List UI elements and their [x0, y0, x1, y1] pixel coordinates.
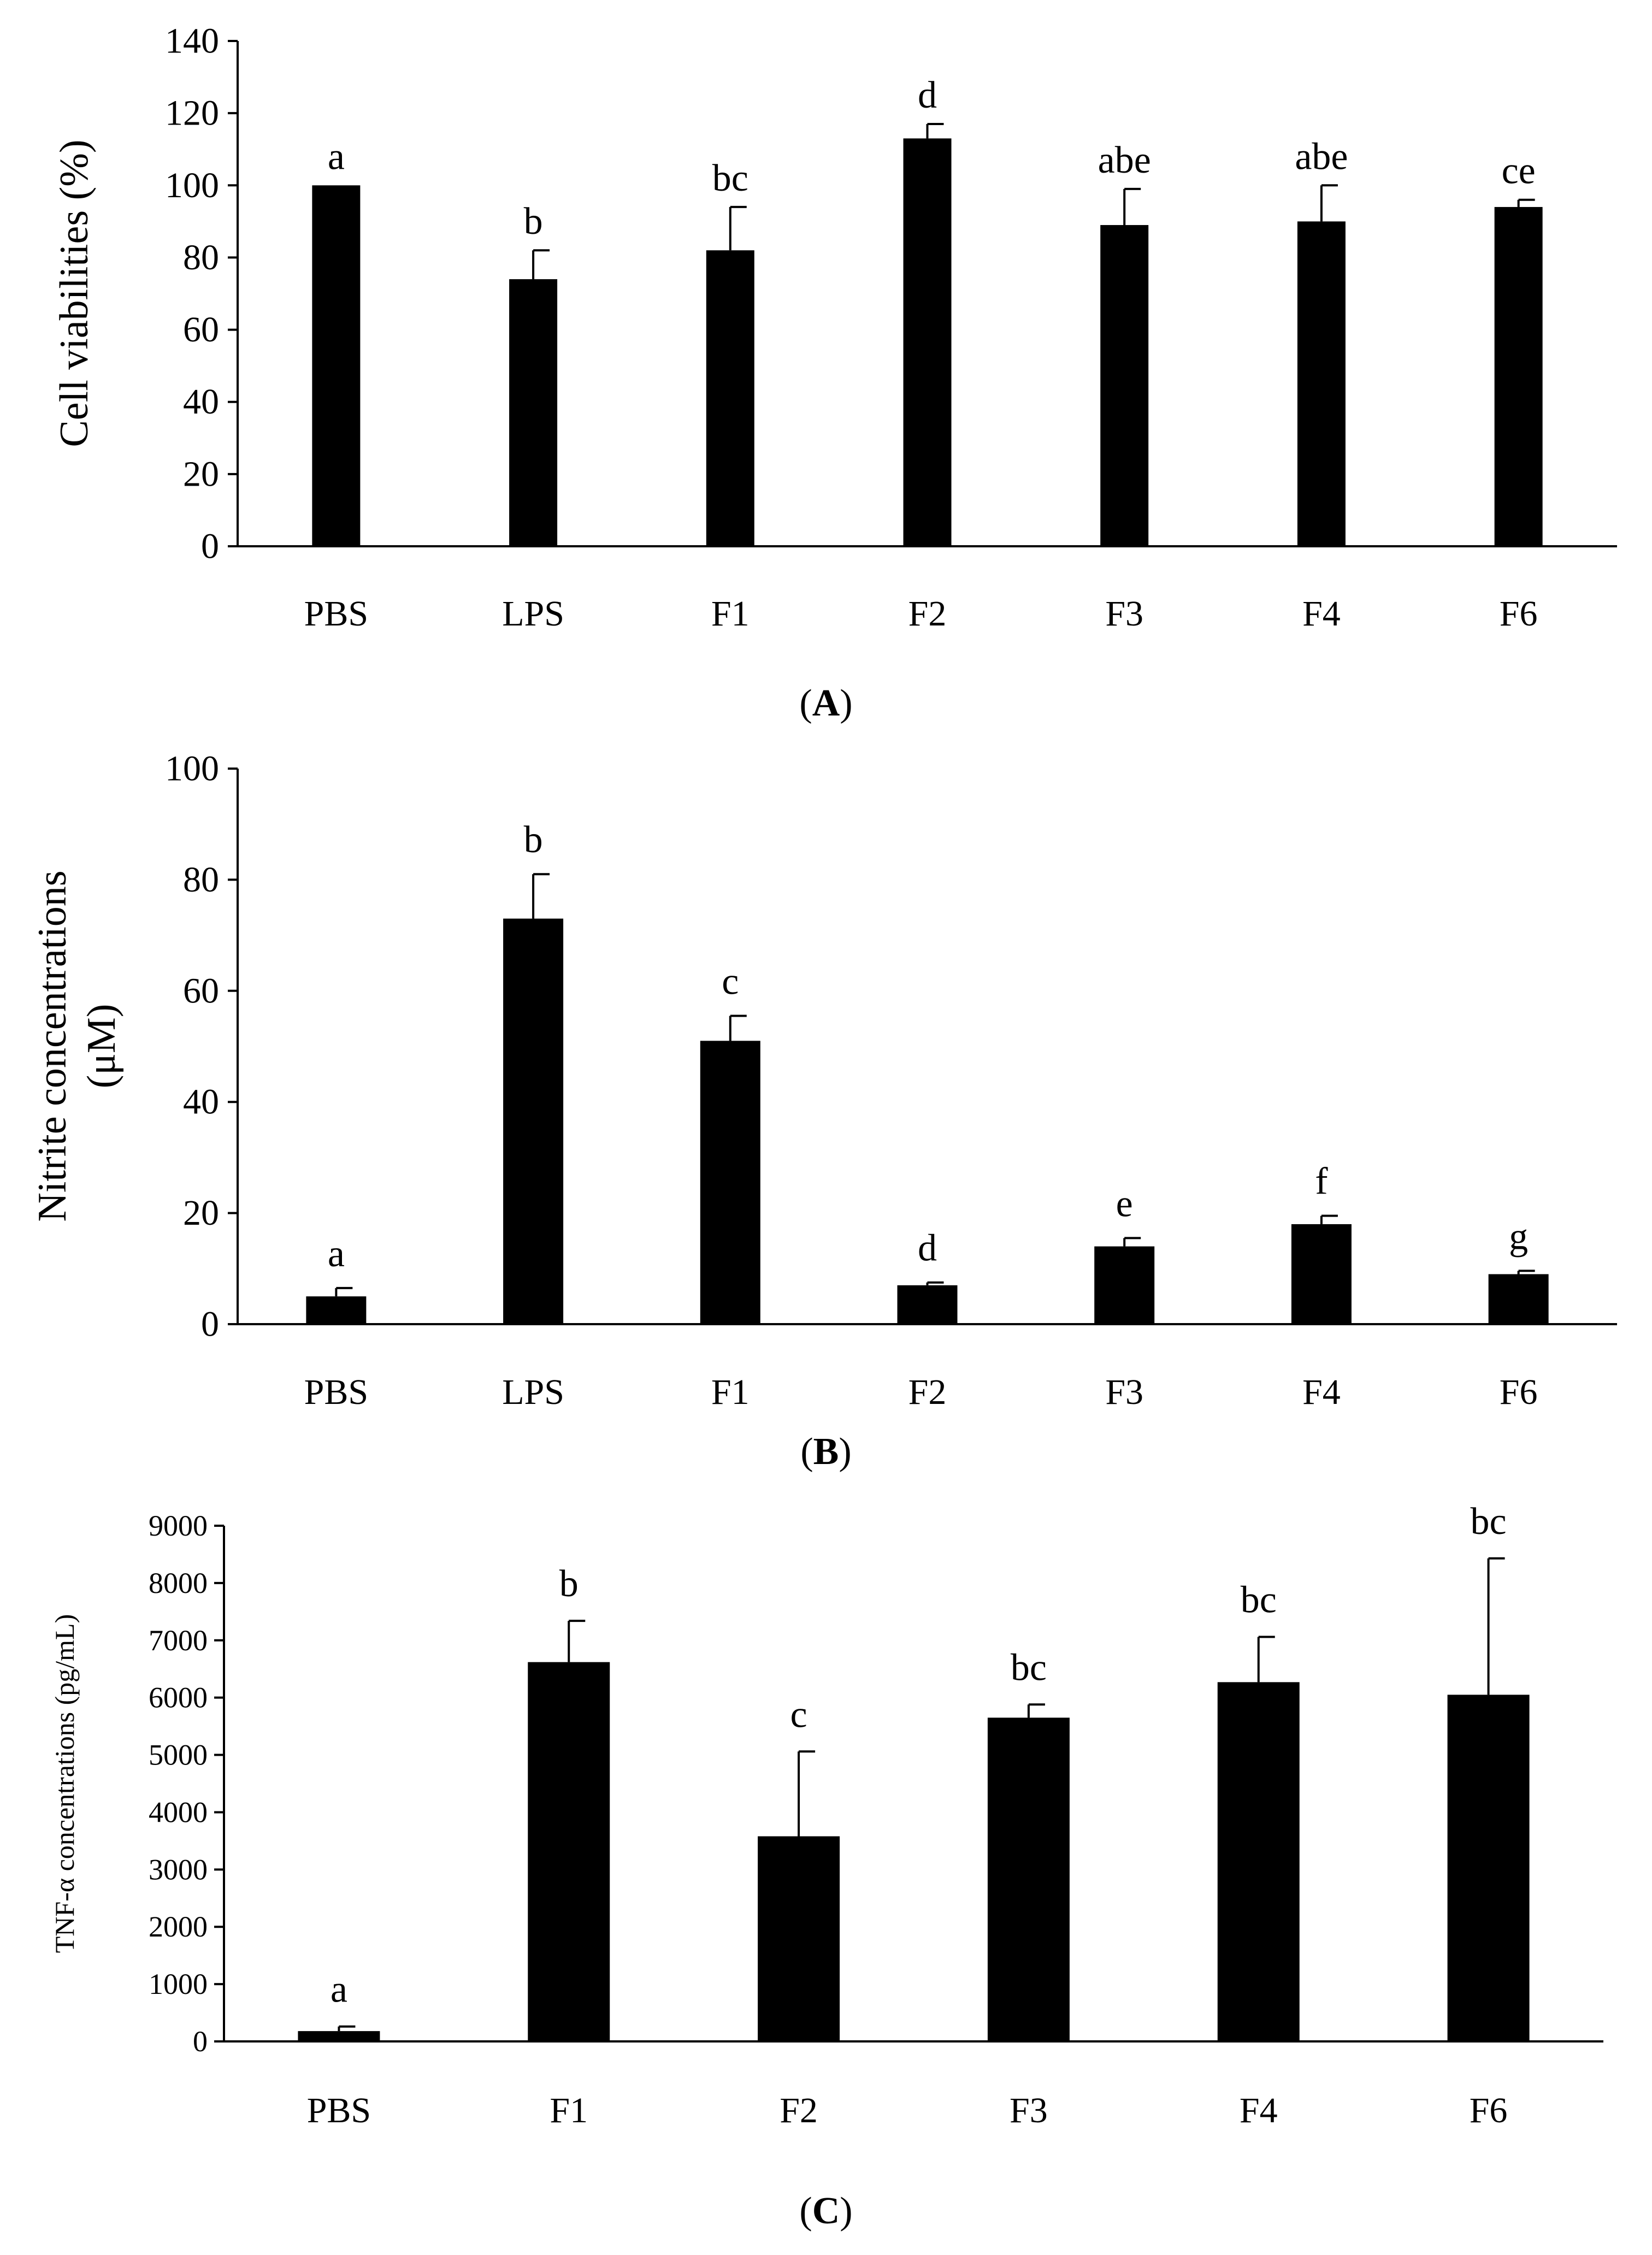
panel-a-significance-label: d	[918, 74, 937, 116]
panel-a-x-tick-label: F2	[908, 594, 947, 634]
panel-c-significance-label: bc	[1241, 1579, 1277, 1621]
panel-b-y-tick-label: 20	[183, 1193, 219, 1233]
panel-c-x-tick-label: F1	[550, 2091, 588, 2130]
panel-a-x-tick-label: F4	[1302, 594, 1341, 634]
panel-a-y-tick-label: 120	[165, 93, 219, 133]
panel-b-bar	[897, 1285, 958, 1324]
panel-a-x-tick-label: F6	[1500, 594, 1538, 634]
panel-b-significance-label: e	[1116, 1183, 1133, 1225]
panel-c-x-tick-label: PBS	[307, 2091, 371, 2130]
panel-b-x-tick-label: F3	[1105, 1372, 1143, 1412]
panel-b-significance-label: d	[918, 1227, 937, 1270]
panel-c-x-tick-label: F3	[1010, 2091, 1048, 2130]
panel-c-y-tick-label: 7000	[149, 1624, 208, 1657]
panel-b-significance-label: g	[1509, 1215, 1528, 1258]
panel-a-y-tick-label: 0	[201, 527, 219, 566]
panel-b-significance-label: c	[722, 961, 739, 1003]
panel-c-y-tick-label: 1000	[149, 1968, 208, 2000]
panel-c-bar	[298, 2031, 380, 2041]
panel-a-y-tick-label: 40	[183, 382, 219, 422]
panel-b-y-tick-label: 80	[183, 860, 219, 900]
panel-c-x-tick-label: F6	[1470, 2091, 1508, 2130]
panel-b-y-axis-label-line: Nitrite concentrations	[30, 870, 75, 1221]
panel-a-y-tick-label: 100	[165, 166, 219, 205]
panel-c-bar	[758, 1836, 840, 2041]
panel-b-bar	[1094, 1246, 1155, 1324]
panel-a-x-tick-label: PBS	[304, 594, 368, 634]
panel-b-bar	[1488, 1274, 1549, 1324]
panel-c-y-tick-label: 9000	[149, 1509, 208, 1542]
panel-a-significance-label: abe	[1098, 139, 1151, 181]
panel-a-y-axis-label: Cell viabilities (%)	[52, 139, 97, 447]
panel-c-y-tick-label: 8000	[149, 1567, 208, 1599]
panel-b-x-tick-label: LPS	[502, 1372, 564, 1412]
panel-b-bar	[503, 918, 564, 1324]
panel-c-significance-label: bc	[1471, 1501, 1507, 1543]
panel-c-significance-label: c	[790, 1693, 807, 1735]
panel-c-bar	[528, 1662, 610, 2041]
panel-b-y-axis-label: Nitrite concentrations (μM)	[30, 870, 124, 1221]
panel-b-y-tick-label: 40	[183, 1082, 219, 1122]
panel-c-y-tick-label: 5000	[149, 1739, 208, 1772]
panel-c-y-axis-label: TNF-α concentrations (pg/mL)	[49, 1614, 80, 1953]
panel-a-bar	[509, 279, 558, 546]
panel-a-bar	[903, 138, 952, 547]
panel-b-bar	[700, 1041, 760, 1324]
panel-a-significance-label: ce	[1502, 150, 1536, 192]
panel-c-bar	[1217, 1682, 1300, 2041]
panel-c-x-tick-label: F4	[1240, 2091, 1278, 2130]
panel-b-x-tick-label: F4	[1302, 1372, 1341, 1412]
panel-a-significance-label: abe	[1295, 135, 1348, 178]
panel-a-significance-label: bc	[712, 157, 748, 199]
panel-a-bar	[1100, 225, 1149, 546]
panel-a-y-tick-label: 80	[183, 238, 219, 278]
panel-b-significance-label: a	[328, 1233, 345, 1275]
panel-a-y-tick-label: 20	[183, 454, 219, 494]
panel-c-x-tick-label: F2	[780, 2091, 818, 2130]
panel-b-label: (B)	[800, 1431, 851, 1473]
panel-b-x-tick-label: PBS	[304, 1372, 368, 1412]
panel-b-x-tick-label: F2	[908, 1372, 947, 1412]
panel-b-chart: 0 20 40 60 80 100 Nitrite concentrations (μM) a P…	[30, 749, 1617, 1412]
panel-c-significance-label: a	[331, 1969, 347, 2011]
panel-c-significance-label: bc	[1011, 1646, 1047, 1689]
panel-b-y-tick-label: 100	[165, 749, 219, 789]
panel-a-bar	[312, 185, 361, 546]
panel-a-label: (A)	[799, 682, 852, 724]
panel-c-y-tick-label: 6000	[149, 1681, 208, 1714]
panel-a-x-tick-label: F3	[1105, 594, 1143, 634]
panel-c-y-tick-label: 0	[193, 2025, 208, 2058]
panel-a-bar	[1297, 221, 1346, 546]
panel-a-x-tick-label: LPS	[502, 594, 564, 634]
panel-a-y-tick-label: 60	[183, 310, 219, 350]
panel-b-x-tick-label: F6	[1500, 1372, 1538, 1412]
panel-b-y-tick-label: 60	[183, 971, 219, 1011]
panel-c-chart: 0 1000 2000 3000 4000 5000 6000 7000 8000 9000 TNF…	[49, 1501, 1603, 2130]
panel-c-label: (C)	[799, 2190, 852, 2232]
panel-b-bar	[1291, 1224, 1352, 1324]
panel-a-significance-label: b	[524, 200, 543, 243]
panel-c-y-tick-label: 4000	[149, 1796, 208, 1828]
panel-a-x-tick-label: F1	[711, 594, 750, 634]
panel-a-bar	[1494, 206, 1543, 546]
panel-b-bar	[306, 1296, 367, 1324]
panel-a-y-tick-label: 140	[165, 21, 219, 61]
panel-b-y-axis-label-line: (μM)	[79, 1004, 124, 1089]
panel-c-y-tick-label: 2000	[149, 1910, 208, 1943]
panel-b-significance-label: b	[524, 819, 543, 861]
panel-b-significance-label: f	[1315, 1161, 1328, 1203]
panel-b-x-tick-label: F1	[711, 1372, 750, 1412]
panel-c-y-tick-label: 3000	[149, 1853, 208, 1886]
panel-b-y-tick-label: 0	[201, 1304, 219, 1344]
panel-a-bar	[706, 250, 754, 546]
panel-a-significance-label: a	[328, 135, 345, 178]
panel-c-bar	[1447, 1695, 1530, 2041]
panel-a-chart: 0 20 40 60 80 100 120 140 Cell viabilities (%) a P…	[52, 21, 1617, 634]
panel-c-bar	[987, 1717, 1070, 2041]
panel-c-significance-label: b	[559, 1563, 579, 1605]
